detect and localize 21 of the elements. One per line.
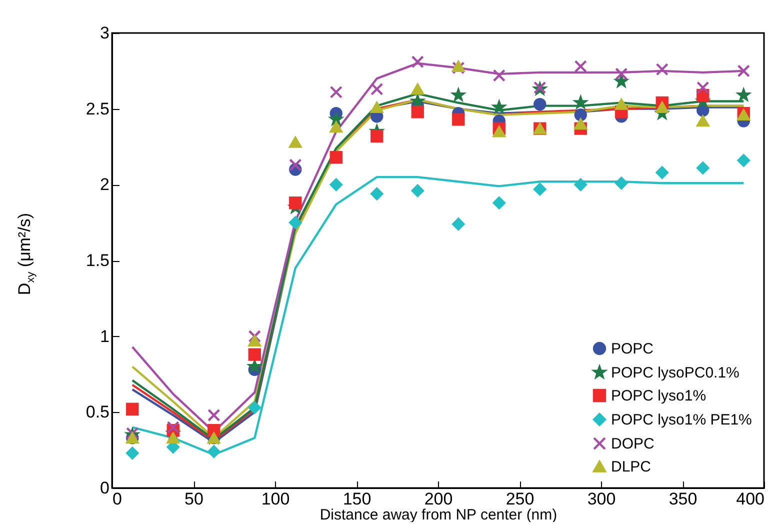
x-tick-label: 50 [184, 490, 204, 508]
x-tick-label: 350 [668, 490, 698, 508]
legend-label: POPC [611, 340, 654, 358]
x-tick-label: 200 [424, 490, 453, 508]
y-tick-label: 2 [100, 175, 110, 194]
legend-label: POPC lysoPC0.1% [611, 364, 740, 382]
x-tick-label: 400 [736, 490, 764, 508]
legend-label: DOPC [611, 436, 655, 452]
legend-label: POPC lyso1% PE1% [611, 412, 752, 428]
y-tick-label: 3 [100, 24, 110, 42]
y-tick-label: 1 [100, 326, 110, 346]
x-tick-label: 0 [112, 490, 122, 508]
x-tick-label: 300 [587, 490, 616, 508]
legend-label: DLPC [611, 458, 652, 476]
y-tick-label: 0.5 [86, 402, 110, 422]
x-tick-label: 250 [506, 490, 534, 508]
x-tick-label: 100 [261, 490, 290, 508]
x-tick-label: 150 [342, 490, 372, 508]
y-tick-label: 1.5 [86, 251, 110, 270]
y-tick-label: 2.5 [86, 99, 110, 118]
legend-label: POPC lyso1% [611, 388, 706, 404]
